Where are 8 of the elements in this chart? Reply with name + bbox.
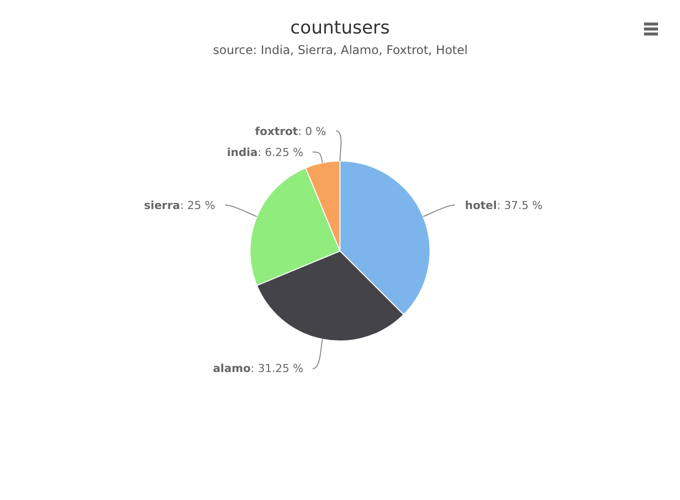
text: : 0 % bbox=[298, 125, 326, 138]
slice-label: india bbox=[227, 146, 258, 159]
slice-label: alamo bbox=[213, 362, 252, 375]
slice-label: hotel bbox=[465, 199, 497, 212]
slice-label: sierra bbox=[144, 199, 180, 212]
chart-subtitle: source: India, Sierra, Alamo, Foxtrot, Hotel bbox=[213, 43, 468, 57]
chart-title: countusers bbox=[290, 17, 390, 38]
category-label: foxtrot bbox=[255, 125, 298, 138]
